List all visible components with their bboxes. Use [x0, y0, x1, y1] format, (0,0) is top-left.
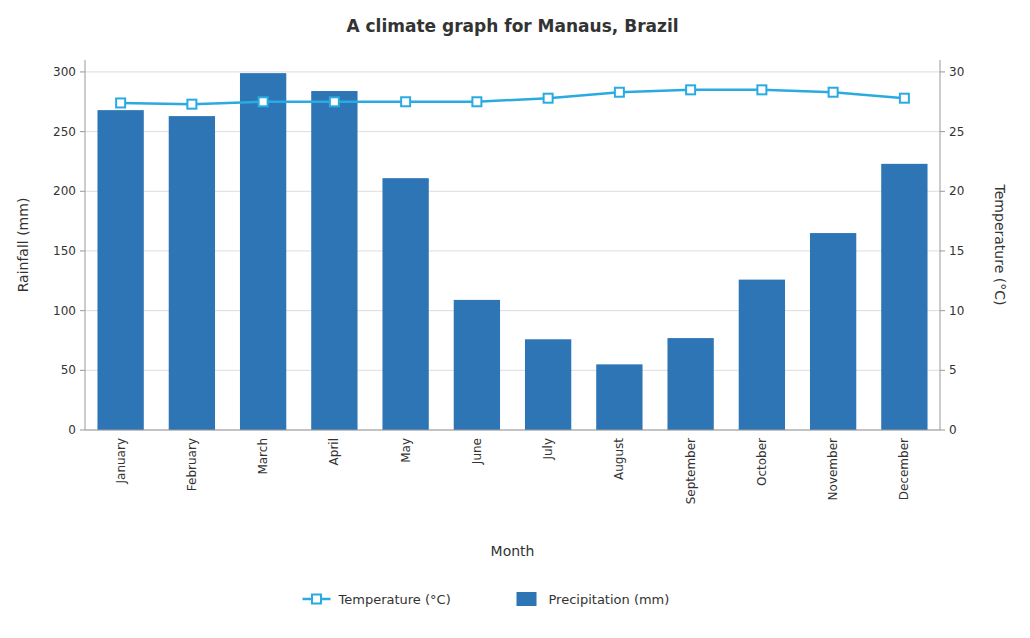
tick-label: December: [897, 438, 911, 500]
tick-label: May: [399, 438, 413, 463]
bar: [810, 233, 856, 430]
y-axis-line: [85, 60, 86, 430]
tick-label: October: [755, 438, 769, 486]
tick-mark: [940, 131, 945, 132]
tick-mark: [940, 310, 945, 311]
tick-label: 30: [949, 65, 964, 79]
tick-mark: [940, 191, 945, 192]
marker: [615, 88, 624, 97]
grid-line: [85, 430, 940, 431]
tick-mark: [80, 71, 85, 72]
marker: [686, 85, 695, 94]
x-axis-line: [85, 430, 940, 431]
y2-axis-label: Temperature (°C): [992, 184, 1008, 306]
tick-label: 10: [949, 304, 964, 318]
tick-label: 100: [53, 304, 76, 318]
marker: [330, 97, 339, 106]
title: A climate graph for Manaus, Brazil: [346, 16, 678, 36]
tick-mark: [940, 250, 945, 251]
y2-axis-line: [940, 60, 941, 430]
marker: [259, 97, 268, 106]
tick-mark: [80, 310, 85, 311]
bar: [311, 91, 357, 430]
bar: [454, 300, 500, 430]
tick-label: 25: [949, 125, 964, 139]
bar: [881, 164, 927, 430]
legend-swatch: [517, 592, 537, 606]
tick-label: 15: [949, 244, 964, 258]
x-axis-label: Month: [491, 543, 535, 559]
chart: A climate graph for Manaus, Brazil050100…: [0, 0, 1030, 638]
marker: [116, 98, 125, 107]
bar: [169, 116, 215, 430]
tick-label: 200: [53, 184, 76, 198]
tick-label: 250: [53, 125, 76, 139]
tick-label: 0: [68, 423, 76, 437]
marker: [900, 94, 909, 103]
y-axis-label: Rainfall (mm): [15, 198, 31, 293]
tick-label: 20: [949, 184, 964, 198]
tick-label: 50: [61, 363, 76, 377]
tick-label: 5: [949, 363, 957, 377]
line: [121, 90, 905, 104]
tick-label: August: [612, 438, 626, 480]
bar: [240, 73, 286, 430]
marker: [472, 97, 481, 106]
grid: [85, 72, 940, 430]
marker: [401, 97, 410, 106]
legend-label: Temperature (°C): [338, 592, 451, 607]
tick-mark: [80, 430, 85, 431]
bar: [596, 364, 642, 430]
tick-label: 150: [53, 244, 76, 258]
bar: [382, 178, 428, 430]
marker: [829, 88, 838, 97]
tick-label: January: [114, 438, 128, 485]
marker: [544, 94, 553, 103]
tick-label: June: [470, 438, 484, 465]
bar: [667, 338, 713, 430]
plot-area: [97, 73, 927, 430]
tick-label: September: [684, 438, 698, 504]
legend: Temperature (°C) Precipitation (mm): [303, 592, 670, 607]
tick-mark: [940, 71, 945, 72]
bar: [525, 339, 571, 430]
bar: [97, 110, 143, 430]
tick-label: 300: [53, 65, 76, 79]
tick-mark: [80, 250, 85, 251]
marker: [757, 85, 766, 94]
legend-label: Precipitation (mm): [549, 592, 670, 607]
tick-mark: [80, 370, 85, 371]
bar: [739, 280, 785, 430]
tick-label: February: [185, 438, 199, 491]
tick-label: April: [327, 438, 341, 465]
marker: [187, 100, 196, 109]
tick-label: March: [256, 438, 270, 475]
tick-mark: [940, 430, 945, 431]
tick-label: November: [826, 438, 840, 500]
tick-mark: [940, 370, 945, 371]
tick-mark: [80, 191, 85, 192]
tick-label: 0: [949, 423, 957, 437]
tick-mark: [80, 131, 85, 132]
legend-swatch: [312, 595, 321, 604]
tick-label: July: [541, 438, 555, 461]
grid-line: [85, 71, 940, 72]
